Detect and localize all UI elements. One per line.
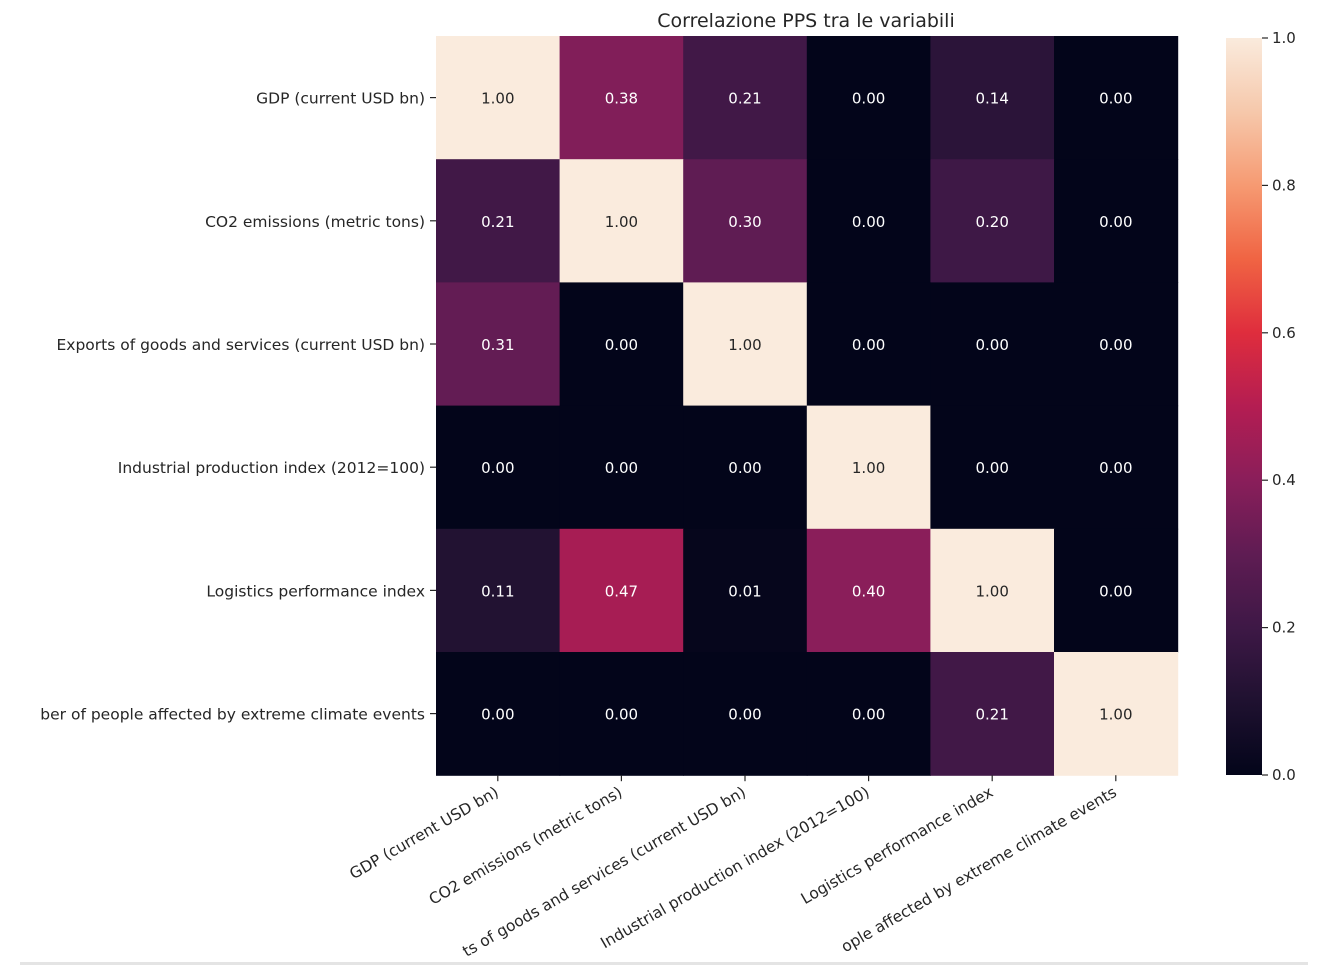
heatmap-cell [930, 282, 1055, 407]
heatmap-cell [806, 282, 931, 407]
heatmap-cell [806, 405, 931, 530]
row-labels: GDP (current USD bn) CO2 emissions (metri… [40, 90, 436, 724]
heatmap-cell [683, 159, 808, 283]
divider [20, 962, 1308, 965]
heatmap-cell [683, 405, 808, 530]
heatmap-cell [683, 652, 808, 776]
cell-value-label: 0.21 [728, 90, 761, 108]
row-label: Exports of goods and services (current U… [56, 336, 425, 354]
heatmap-cell [559, 282, 684, 407]
cell-value-label: 0.20 [975, 213, 1008, 231]
colorbar-tick-label: 0.4 [1272, 471, 1296, 489]
row-label: GDP (current USD bn) [256, 90, 425, 108]
cell-value-label: 0.00 [1099, 582, 1132, 600]
colorbar-tick-label: 0.6 [1272, 324, 1296, 342]
cell-value-label: 0.00 [975, 459, 1008, 477]
heatmap-cell [436, 405, 561, 530]
cell-value-label: 0.21 [481, 213, 514, 231]
cell-value-label: 1.00 [852, 459, 885, 477]
heatmap-cell [806, 652, 931, 776]
row-label: Industrial production index (2012=100) [118, 459, 425, 477]
heatmap-cell [559, 36, 684, 160]
cell-value-label: 1.00 [1099, 706, 1132, 724]
heatmap-cell [683, 36, 808, 160]
heatmap-cell [930, 405, 1055, 530]
cell-value-label: 0.00 [852, 336, 885, 354]
heatmap-cell [559, 159, 684, 283]
heatmap-cell [559, 652, 684, 776]
colorbar-tick-label: 0.2 [1272, 619, 1296, 637]
cell-value-label: 0.00 [975, 336, 1008, 354]
heatmap-cell [930, 652, 1055, 776]
column-labels: GDP (current USD bn)CO2 emissions (metri… [347, 775, 1120, 961]
cell-value-label: 0.14 [975, 90, 1008, 108]
cell-value-label: 0.01 [728, 582, 761, 600]
cell-value-label: 0.00 [605, 706, 638, 724]
heatmap-cell [683, 282, 808, 407]
column-label: ople affected by extreme climate events [838, 783, 1120, 956]
heatmap-cell [806, 528, 931, 653]
heatmap-cell [436, 652, 561, 776]
cell-value-label: 0.00 [481, 459, 514, 477]
heatmap-cell [1054, 405, 1179, 530]
cell-value-label: 0.11 [481, 582, 514, 600]
heatmap-cell [436, 282, 561, 407]
colorbar [1226, 38, 1262, 775]
cell-value-label: 0.00 [1099, 90, 1132, 108]
heatmap-cell [559, 405, 684, 530]
heatmap-cell [683, 528, 808, 653]
heatmap-cell [436, 528, 561, 653]
heatmap-cell [930, 528, 1055, 653]
cell-value-label: 0.00 [605, 336, 638, 354]
heatmap-cell [806, 159, 931, 283]
cell-value-label: 0.38 [605, 90, 638, 108]
row-label: ber of people affected by extreme climat… [40, 706, 425, 724]
cell-value-label: 0.00 [1099, 213, 1132, 231]
heatmap-annotations: 1.00 0.38 0.21 0.00 0.14 0.00 0.21 1.00 0.30 0.00… [481, 90, 1132, 724]
cell-value-label: 1.00 [605, 213, 638, 231]
heatmap-cell [436, 36, 561, 160]
cell-value-label: 0.40 [852, 582, 885, 600]
column-label: CO2 emissions (metric tons) [426, 783, 625, 909]
cell-value-label: 0.00 [852, 213, 885, 231]
colorbar-tick-label: 1.0 [1272, 29, 1296, 47]
column-label: Logistics performance index [798, 783, 996, 908]
colorbar-tick-label: 0.8 [1272, 176, 1296, 194]
cell-value-label: 0.00 [728, 459, 761, 477]
heatmap-cell [806, 36, 931, 160]
heatmap-cell [1054, 159, 1179, 283]
cell-value-label: 1.00 [975, 582, 1008, 600]
heatmap-cell [1054, 528, 1179, 653]
cell-value-label: 1.00 [728, 336, 761, 354]
heatmap-cell [1054, 652, 1179, 776]
cell-value-label: 0.00 [1099, 336, 1132, 354]
heatmap-cell [436, 159, 561, 283]
cell-value-label: 0.47 [605, 582, 638, 600]
colorbar-ticks: 0.0 0.2 0.4 0.6 0.8 1.0 [1262, 29, 1296, 784]
cell-value-label: 0.30 [728, 213, 761, 231]
colorbar-tick-label: 0.0 [1272, 766, 1296, 784]
cell-value-label: 0.00 [728, 706, 761, 724]
heatmap-cell [1054, 282, 1179, 407]
heatmap-cell [930, 36, 1055, 160]
heatmap-cells [436, 36, 1179, 776]
cell-value-label: 0.21 [975, 706, 1008, 724]
colorbar-gradient [1226, 38, 1262, 775]
cell-value-label: 0.00 [852, 90, 885, 108]
column-label: Industrial production index (2012=100) [598, 783, 873, 952]
cell-value-label: 0.00 [852, 706, 885, 724]
cell-value-label: 1.00 [481, 90, 514, 108]
row-label: CO2 emissions (metric tons) [205, 213, 425, 231]
cell-value-label: 0.00 [481, 706, 514, 724]
heatmap-cell [1054, 36, 1179, 160]
cell-value-label: 0.00 [605, 459, 638, 477]
row-label: Logistics performance index [206, 582, 425, 600]
cell-value-label: 0.00 [1099, 459, 1132, 477]
heatmap-cell [930, 159, 1055, 283]
cell-value-label: 0.31 [481, 336, 514, 354]
chart-title: Correlazione PPS tra le variabili [657, 10, 955, 32]
heatmap-cell [559, 528, 684, 653]
